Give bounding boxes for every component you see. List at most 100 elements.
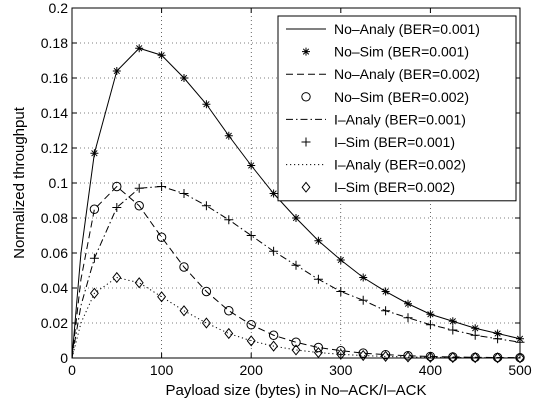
series-1 <box>71 47 521 359</box>
legend-label: I–Analy (BER=0.002) <box>334 157 466 173</box>
data-point <box>313 274 323 284</box>
legend-item: No–Analy (BER=0.001) <box>286 21 480 37</box>
data-point <box>292 214 300 222</box>
series-3 <box>71 185 521 359</box>
data-point <box>336 287 346 296</box>
y-tick-label: 0.14 <box>41 105 68 121</box>
data-point <box>202 100 211 109</box>
data-point <box>180 74 188 82</box>
data-point <box>201 286 212 297</box>
series-line <box>71 185 521 359</box>
data-point <box>313 342 324 353</box>
data-point <box>157 182 167 191</box>
series-line <box>71 47 521 359</box>
data-point <box>246 335 256 347</box>
legend-box <box>277 15 517 202</box>
data-point <box>426 310 435 319</box>
plot-frame <box>71 7 521 359</box>
data-point <box>179 262 189 272</box>
data-point <box>157 291 167 303</box>
data-point <box>89 287 99 299</box>
data-point <box>381 287 390 296</box>
data-point <box>224 327 234 340</box>
legend-marker <box>301 181 311 193</box>
data-point <box>134 183 144 193</box>
legend-item: I–Sim (BER=0.001) <box>301 134 455 150</box>
data-point <box>448 351 458 364</box>
data-point <box>268 330 279 340</box>
data-point <box>201 317 211 329</box>
legend-label: I–Sim (BER=0.002) <box>334 179 455 195</box>
series-7 <box>71 276 520 359</box>
series-layer <box>71 44 525 364</box>
y-tick-label: 0.1 <box>49 175 69 191</box>
data-point <box>157 51 166 60</box>
data-point <box>291 337 301 347</box>
data-point <box>269 189 278 198</box>
data-point <box>336 348 346 360</box>
x-tick-label: 100 <box>150 362 174 378</box>
data-point <box>425 320 435 330</box>
data-point <box>112 181 122 192</box>
legend-label: I–Analy (BER=0.001) <box>334 111 466 127</box>
data-point <box>246 320 256 330</box>
data-point <box>112 271 122 284</box>
x-axis-label: Payload size (bytes) in No–ACK/I–ACK <box>166 382 427 399</box>
legend-label: No–Sim (BER=0.001) <box>334 44 469 60</box>
data-point <box>201 201 211 211</box>
data-point <box>314 236 323 245</box>
data-point <box>448 317 457 326</box>
data-point <box>359 273 368 282</box>
data-point <box>404 299 412 308</box>
y-tick-label: 0.02 <box>41 315 68 331</box>
data-point <box>336 256 345 264</box>
x-tick-label: 0 <box>68 362 76 378</box>
tick-labels: 0 100 200 300 400 500 0 0.02 0.04 0.06 0.08 0.1 0.12… <box>41 0 532 378</box>
legend: No–Analy (BER=0.001) No–Sim (BER=0.001) No… <box>277 15 517 202</box>
data-point <box>135 44 144 53</box>
y-tick-label: 0.16 <box>41 70 68 86</box>
data-point <box>358 348 368 358</box>
x-tick-label: 400 <box>419 362 443 378</box>
legend-label: No–Analy (BER=0.001) <box>334 21 480 37</box>
series-2 <box>90 44 524 343</box>
y-tick-label: 0.06 <box>41 245 68 261</box>
data-point <box>358 295 368 305</box>
data-point <box>156 232 167 242</box>
data-point <box>470 352 480 364</box>
data-point <box>269 340 279 352</box>
series-6 <box>89 182 525 347</box>
data-point <box>179 189 189 198</box>
data-point <box>493 352 503 364</box>
legend-item: I–Analy (BER=0.002) <box>286 157 466 173</box>
data-point <box>448 325 458 335</box>
series-line <box>71 185 521 359</box>
legend-label: I–Sim (BER=0.001) <box>334 134 455 150</box>
data-point <box>358 349 368 362</box>
data-point <box>134 201 144 211</box>
data-point <box>112 203 122 212</box>
data-point <box>224 215 234 225</box>
data-point <box>515 352 525 364</box>
data-point <box>112 67 121 75</box>
data-point <box>179 305 189 317</box>
data-point <box>291 344 301 356</box>
data-point <box>493 334 503 344</box>
data-point <box>89 253 99 263</box>
data-point <box>269 246 279 256</box>
data-point <box>89 204 100 214</box>
legend-marker <box>301 137 311 147</box>
y-tick-label: 0.12 <box>41 140 68 156</box>
data-point <box>425 351 435 363</box>
data-point <box>470 330 480 340</box>
legend-label: No–Sim (BER=0.002) <box>334 89 469 105</box>
y-tick-label: 0.08 <box>41 210 68 226</box>
data-point <box>224 306 234 316</box>
y-axis-label: Normalized throughput <box>11 106 28 259</box>
data-point <box>336 345 346 356</box>
data-point <box>313 346 323 359</box>
series-line <box>71 276 520 359</box>
legend-item: No–Sim (BER=0.002) <box>301 89 469 105</box>
x-tick-label: 500 <box>508 362 532 378</box>
x-tick-label: 300 <box>329 362 353 378</box>
